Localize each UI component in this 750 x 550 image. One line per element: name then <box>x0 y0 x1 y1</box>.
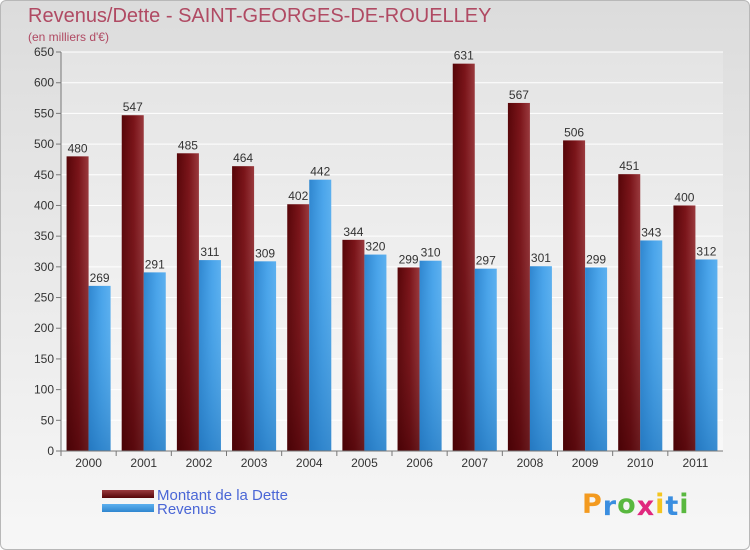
legend-label-revenus: Revenus <box>157 501 217 518</box>
y-tick-label: 550 <box>34 106 54 120</box>
x-tick-label: 2003 <box>241 456 268 470</box>
data-label: 567 <box>509 88 529 102</box>
logo-letter: x <box>636 491 656 522</box>
proxiti-logo: Proxiti <box>582 489 690 522</box>
logo-letter: o <box>617 489 637 520</box>
x-tick-label: 2010 <box>627 456 654 470</box>
data-label: 464 <box>233 151 253 165</box>
y-tick-label: 150 <box>34 352 54 366</box>
bar-revenus-shade <box>143 272 166 451</box>
data-label: 451 <box>619 159 639 173</box>
x-tick-label: 2011 <box>683 456 709 470</box>
data-label: 547 <box>123 100 143 114</box>
bar-dette-shade <box>232 166 255 451</box>
bar-dette-shade <box>618 174 641 451</box>
logo-letter: i <box>679 489 690 520</box>
data-label: 299 <box>586 252 606 266</box>
data-label: 269 <box>90 271 110 285</box>
bar-revenus-shade <box>88 285 111 451</box>
data-label: 344 <box>343 225 363 239</box>
y-tick-label: 100 <box>34 383 54 397</box>
bar-dette-shade <box>452 63 475 451</box>
data-label: 301 <box>531 251 551 265</box>
logo-letter: P <box>582 489 603 520</box>
grid-lines <box>61 51 723 421</box>
legend-swatch-debt <box>102 490 154 498</box>
data-label: 631 <box>454 49 474 63</box>
x-tick-label: 2004 <box>296 456 323 470</box>
bar-revenus-shade <box>364 254 387 451</box>
plot-background <box>61 52 723 451</box>
data-label: 312 <box>696 244 716 258</box>
y-tick-label: 650 <box>34 45 54 59</box>
bar-dette-shade <box>121 115 144 452</box>
x-tick-label: 2001 <box>130 456 157 470</box>
bars <box>66 63 718 452</box>
bar-revenus-shade <box>640 240 663 451</box>
bar-dette-shade <box>176 153 199 452</box>
y-tick-label: 600 <box>34 76 54 90</box>
data-label: 400 <box>674 190 694 204</box>
bar-dette-shade <box>397 267 420 451</box>
axes: 0 50 100 150 200 250 300 350 400 450 500 550 600 650 2… <box>34 45 723 470</box>
data-label: 485 <box>178 138 198 152</box>
bar-revenus-shade <box>529 266 552 451</box>
x-tick-label: 2009 <box>572 456 599 470</box>
bar-dette-shade <box>66 156 89 451</box>
legend-label-debt: Montant de la Dette <box>157 487 288 504</box>
bar-dette-shade <box>563 140 586 451</box>
data-label: 402 <box>288 189 308 203</box>
y-tick-label: 0 <box>47 444 54 458</box>
x-tick-label: 2007 <box>461 456 488 470</box>
x-tick-label: 2006 <box>406 456 433 470</box>
bar-revenus-shade <box>695 259 718 451</box>
y-tick-label: 350 <box>34 229 54 243</box>
bar-revenus-shade <box>198 260 221 451</box>
bar-revenus-shade <box>254 261 277 451</box>
data-label: 506 <box>564 125 584 139</box>
bar-revenus-shade <box>309 179 332 451</box>
logo-letter: t <box>665 491 680 522</box>
x-tick-label: 2002 <box>186 456 213 470</box>
data-label: 310 <box>421 246 441 260</box>
logo-letter: i <box>655 489 666 520</box>
x-tick-label: 2000 <box>75 456 102 470</box>
data-label: 297 <box>476 254 496 268</box>
x-tick-label: 2008 <box>517 456 544 470</box>
y-tick-label: 400 <box>34 198 54 212</box>
bar-revenus-shade <box>585 267 608 451</box>
y-tick-label: 300 <box>34 260 54 274</box>
y-tick-label: 500 <box>34 137 54 151</box>
y-tick-label: 50 <box>41 413 55 427</box>
data-label: 442 <box>310 165 330 179</box>
data-label: 311 <box>200 245 219 259</box>
chart-subtitle: (en milliers d'€) <box>28 30 109 44</box>
bar-revenus-shade <box>419 260 442 451</box>
y-tick-label: 450 <box>34 168 54 182</box>
data-label: 320 <box>365 240 385 254</box>
bar-dette-shade <box>507 102 530 452</box>
data-label: 480 <box>68 141 88 155</box>
bar-dette-shade <box>342 239 365 451</box>
logo-letter: r <box>602 491 618 522</box>
bar-dette-shade <box>673 205 696 451</box>
y-tick-label: 250 <box>34 291 54 305</box>
x-tick-label: 2005 <box>351 456 378 470</box>
data-label: 299 <box>399 252 419 266</box>
bar-revenus-shade <box>474 268 497 451</box>
plot-area <box>61 52 723 451</box>
chart-title: Revenus/Dette - SAINT-GEORGES-DE-ROUELLE… <box>28 5 492 27</box>
bar-dette-shade <box>287 204 310 451</box>
legend-swatch-revenus <box>102 504 154 512</box>
data-label: 343 <box>641 225 661 239</box>
data-label: 291 <box>145 257 165 271</box>
y-tick-label: 200 <box>34 321 54 335</box>
data-label: 309 <box>255 246 275 260</box>
